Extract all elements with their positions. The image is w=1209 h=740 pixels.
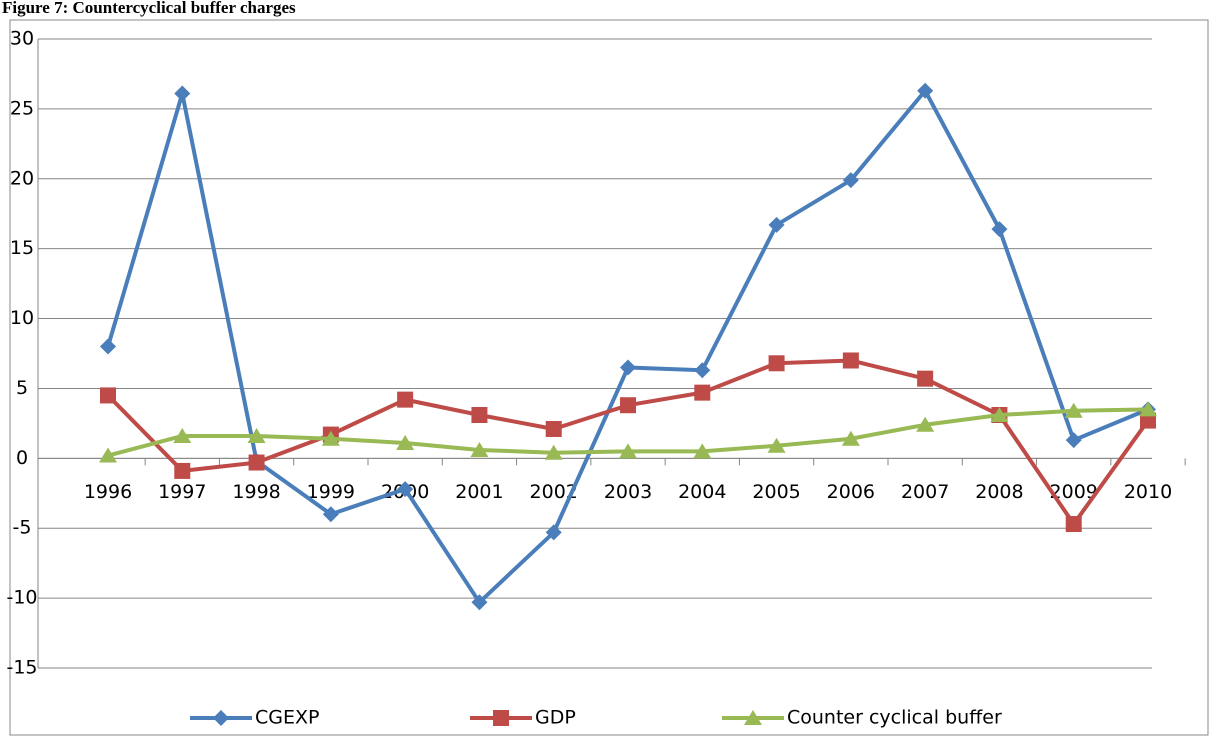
x-tick-label: 2009 bbox=[1050, 481, 1098, 503]
y-tick-label: -15 bbox=[6, 657, 37, 679]
marker bbox=[768, 355, 785, 372]
y-tick-label: -10 bbox=[6, 587, 37, 609]
marker bbox=[247, 427, 266, 443]
chart-title: Figure 7: Countercyclical buffer charges bbox=[2, 0, 296, 17]
x-tick-label: 2004 bbox=[678, 481, 726, 503]
marker bbox=[1064, 402, 1083, 418]
marker bbox=[744, 710, 762, 725]
y-tick-label: 15 bbox=[10, 237, 34, 259]
series-line bbox=[106, 88, 1149, 605]
x-tick-label: 2001 bbox=[455, 481, 503, 503]
x-tick-label: 1997 bbox=[158, 481, 206, 503]
marker bbox=[396, 434, 415, 450]
marker bbox=[1139, 401, 1157, 417]
marker bbox=[1065, 432, 1082, 449]
marker bbox=[990, 407, 1009, 423]
marker bbox=[917, 370, 934, 387]
marker bbox=[174, 85, 191, 102]
x-tick-label: 1999 bbox=[307, 481, 355, 503]
y-tick-label: 30 bbox=[10, 28, 34, 50]
marker bbox=[991, 221, 1008, 238]
marker bbox=[694, 384, 711, 401]
marker bbox=[100, 387, 116, 404]
marker bbox=[321, 430, 340, 446]
y-tick-label: -5 bbox=[13, 517, 32, 539]
marker bbox=[174, 462, 191, 479]
marker bbox=[471, 594, 488, 611]
y-tick-label: 25 bbox=[10, 97, 34, 119]
chart-border bbox=[9, 19, 1209, 736]
marker bbox=[917, 82, 934, 99]
marker bbox=[693, 443, 712, 459]
marker bbox=[470, 441, 489, 457]
legend-label: GDP bbox=[535, 707, 576, 729]
marker bbox=[397, 481, 414, 498]
marker bbox=[620, 397, 636, 414]
x-tick-label: 2007 bbox=[901, 481, 949, 503]
x-tick-label: 2010 bbox=[1124, 481, 1172, 503]
marker bbox=[842, 172, 859, 189]
y-tick-label: 10 bbox=[10, 307, 34, 329]
marker bbox=[493, 710, 509, 726]
marker bbox=[99, 447, 117, 463]
marker bbox=[173, 427, 192, 443]
marker bbox=[1140, 412, 1156, 429]
marker bbox=[841, 430, 860, 446]
marker bbox=[471, 407, 488, 424]
marker bbox=[545, 420, 562, 437]
y-tick-label: 5 bbox=[16, 377, 28, 399]
x-tick-label: 2006 bbox=[827, 481, 875, 503]
marker bbox=[397, 391, 414, 408]
y-tick-label: 0 bbox=[16, 447, 28, 469]
marker bbox=[544, 444, 563, 460]
x-tick-label: 2003 bbox=[604, 481, 652, 503]
marker bbox=[768, 216, 785, 233]
x-tick-label: 1998 bbox=[232, 481, 280, 503]
x-tick-label: 2005 bbox=[752, 481, 800, 503]
marker bbox=[100, 338, 116, 355]
marker bbox=[248, 454, 265, 471]
marker bbox=[1065, 516, 1082, 533]
marker bbox=[213, 710, 229, 726]
marker bbox=[916, 416, 935, 432]
y-tick-label: 20 bbox=[10, 167, 34, 189]
x-tick-label: 2008 bbox=[975, 481, 1023, 503]
legend-label: Counter cyclical buffer bbox=[787, 707, 1002, 729]
marker bbox=[694, 362, 711, 379]
marker bbox=[767, 437, 786, 453]
marker bbox=[545, 524, 562, 541]
legend-label: CGEXP bbox=[255, 707, 319, 729]
x-tick-label: 1996 bbox=[84, 481, 132, 503]
marker bbox=[842, 352, 859, 369]
marker bbox=[322, 506, 339, 523]
marker bbox=[620, 359, 636, 376]
marker bbox=[619, 443, 637, 459]
x-tick-label: 2002 bbox=[530, 481, 578, 503]
